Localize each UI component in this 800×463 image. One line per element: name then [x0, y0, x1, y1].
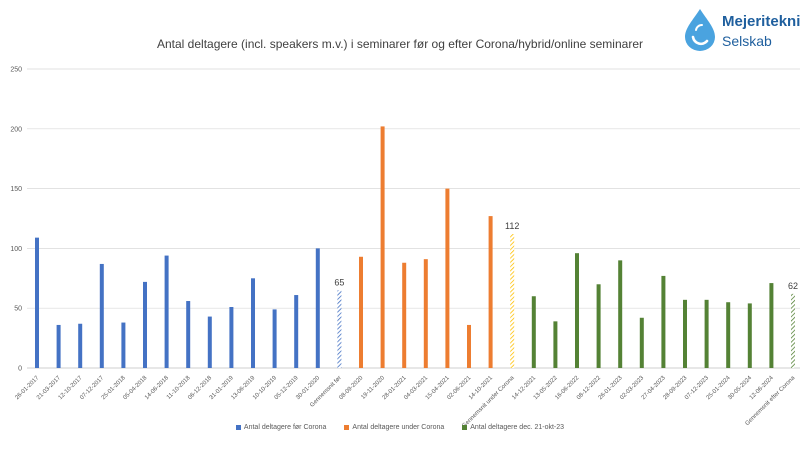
bar-before	[35, 237, 39, 368]
bar-before	[164, 255, 169, 368]
bar-during	[359, 256, 363, 368]
data-labels: 65 112 62	[334, 221, 798, 291]
water-drop-icon	[685, 9, 715, 51]
legend-label: Antal deltagere under Corona	[352, 424, 445, 431]
average-bar	[510, 234, 515, 368]
bar-after	[747, 303, 752, 368]
bars	[35, 126, 795, 369]
average-value-label: 62	[788, 281, 798, 291]
bar-during	[380, 126, 385, 369]
average-bar	[337, 290, 342, 368]
average-value-label: 65	[334, 277, 344, 287]
legend-swatch	[344, 425, 350, 430]
legend: Antal deltagere før Corona Antal deltager…	[0, 424, 800, 431]
y-tick-label: 250	[10, 67, 22, 74]
y-tick-label: 150	[10, 186, 22, 193]
bar-after	[553, 321, 558, 368]
chart-title: Antal deltagere (incl. speakers m.v.) i …	[157, 37, 643, 51]
bar-during	[402, 262, 407, 368]
bar-before	[56, 324, 61, 368]
bar-after	[575, 253, 579, 368]
legend-item: Antal deltagere under Corona	[344, 424, 444, 431]
bar-before	[143, 281, 147, 368]
bar-before	[251, 278, 255, 368]
bar-after	[704, 299, 709, 368]
bar-after	[726, 302, 731, 368]
bar-during	[488, 216, 493, 368]
y-tick-label: 100	[10, 246, 22, 253]
bar-after	[531, 296, 536, 368]
legend-item: Antal deltagere før Corona	[235, 424, 327, 431]
bar-before	[186, 301, 191, 368]
y-tick-label: 50	[14, 306, 22, 313]
bar-during	[445, 188, 450, 368]
x-axis-ticks: 26-01-201721-03-201712-10-201707-12-2017…	[14, 375, 796, 430]
bar-before	[229, 307, 234, 368]
grid-lines	[27, 68, 800, 369]
bar-before	[78, 323, 83, 368]
bar-after	[639, 317, 644, 368]
y-axis-ticks: 0 50 100 150 200 250	[10, 67, 22, 373]
legend-label: Antal deltagere dec. 21-okt-23	[470, 424, 565, 431]
bar-before	[272, 309, 277, 368]
legend-swatch	[462, 425, 468, 430]
bar-during	[423, 259, 428, 368]
bar-after	[683, 299, 687, 368]
logo-text-secondary: Selskab	[722, 33, 772, 49]
bar-during	[467, 324, 471, 368]
bar-after	[618, 260, 623, 368]
bar-before	[315, 248, 320, 368]
bar-after	[661, 275, 666, 368]
company-logo: Mejeriteknisk Selskab	[680, 6, 800, 56]
average-value-label: 112	[505, 221, 519, 231]
legend-swatch	[235, 425, 241, 430]
average-bar	[791, 293, 795, 368]
bar-after	[596, 284, 601, 368]
legend-label: Antal deltagere før Corona	[243, 424, 327, 431]
logo-text-primary: Mejeriteknisk	[722, 13, 800, 30]
bar-before	[294, 295, 299, 368]
bar-before	[207, 316, 212, 368]
y-tick-label: 200	[10, 126, 22, 133]
bar-before	[121, 322, 126, 368]
bar-after	[769, 283, 774, 368]
bar-before	[99, 263, 104, 368]
legend-item: Antal deltagere dec. 21-okt-23	[462, 424, 564, 431]
y-tick-label: 0	[18, 366, 22, 373]
